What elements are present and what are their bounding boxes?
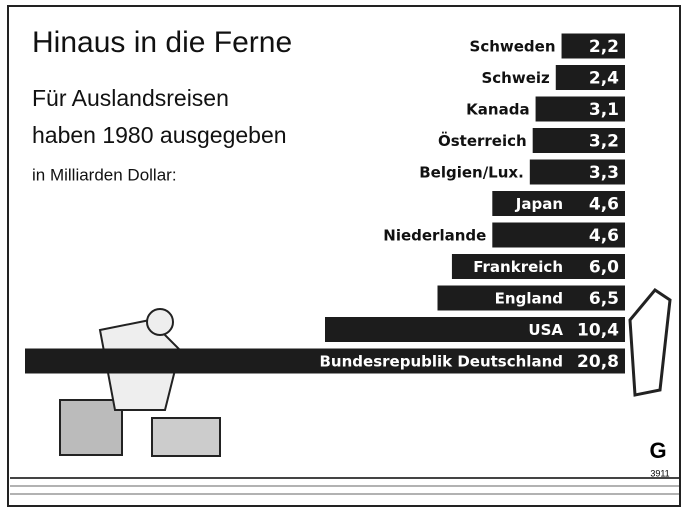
category-label: Kanada [466,101,529,119]
logo: G [649,438,666,463]
value-label: 4,6 [589,226,619,246]
subtitle: Für Auslandsreisen [32,85,229,111]
category-label: USA [528,321,563,339]
category-label: Bundesrepublik Deutschland [320,353,564,371]
value-label: 3,2 [589,132,619,152]
subtitle: in Milliarden Dollar: [32,165,177,184]
value-label: 2,2 [589,37,619,57]
category-label: Niederlande [383,227,486,245]
category-label: Frankreich [473,258,563,276]
value-label: 20,8 [577,352,619,372]
category-label: Japan [515,195,563,213]
value-label: 3,1 [589,100,619,120]
category-label: Schweiz [481,69,550,87]
value-label: 10,4 [577,321,619,341]
code: 3911 [650,468,669,478]
category-label: Schweden [470,38,556,56]
value-label: 4,6 [589,195,619,215]
chart: Hinaus in die Ferne Für Auslandsreisen h… [0,0,689,515]
value-label: 6,5 [589,289,619,309]
category-label: Belgien/Lux. [419,164,524,182]
value-label: 3,3 [589,163,619,183]
category-label: England [495,290,563,308]
value-label: 2,4 [589,69,619,89]
chart-title: Hinaus in die Ferne [32,26,292,59]
value-label: 6,0 [589,258,619,278]
subtitle: haben 1980 ausgegeben [32,122,287,148]
category-label: Österreich [438,131,527,150]
